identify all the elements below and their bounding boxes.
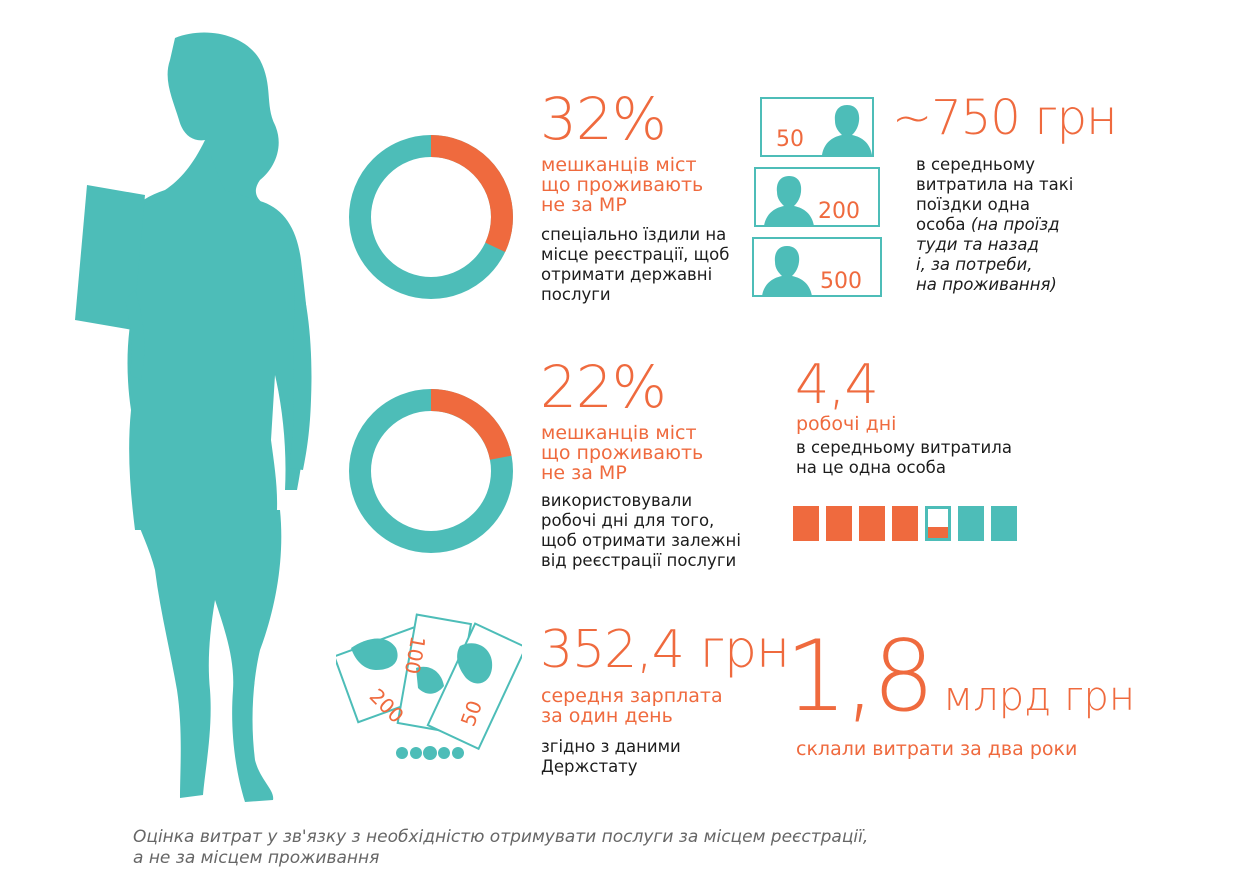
day-square-partial-fill (928, 527, 948, 538)
person-bust-icon (764, 176, 814, 226)
salary-label: середня зарплата за один день (541, 685, 723, 727)
banknote-200: 200 (754, 167, 880, 227)
banknote-50: 50 (760, 97, 874, 157)
salary-value: 352,4 грн (540, 620, 790, 680)
day-square-full (892, 506, 918, 541)
banknotes-icon: 100 200 50 (336, 613, 522, 751)
donut-arc-orange (349, 135, 513, 299)
total-label: склали витрати за два роки (796, 738, 1078, 760)
day-square-empty (991, 506, 1017, 541)
stat2-label: мешканців міст що проживають не за МР (541, 422, 704, 484)
stat1-desc: спеціально їздили на місце реєстрації, щ… (541, 225, 730, 304)
day-square-partial (925, 506, 951, 541)
total-unit: млрд грн (942, 674, 1136, 720)
days-label: робочі дні (796, 413, 897, 435)
coins-icon (396, 746, 464, 760)
banknote-500: 500 (752, 237, 882, 297)
caption: Оцінка витрат у зв'язку з необхідністю о… (133, 827, 869, 868)
salary-desc: згідно з даними Держстату (541, 737, 681, 776)
days-value: 4,4 (795, 353, 879, 416)
total-value: 1,8 (785, 620, 935, 734)
donut-arc-orange (349, 389, 513, 553)
day-square-full (793, 506, 819, 541)
days-desc: в середньому витратила на це одна особа (796, 438, 1012, 477)
stat2-desc: використовували робочі дні для того, щоб… (541, 491, 741, 570)
person-bust-icon (762, 246, 812, 296)
stat1-label: мешканців міст що проживають не за МР (541, 154, 704, 216)
stat2-percent: 22% (540, 353, 667, 421)
donut-chart-32 (349, 135, 513, 299)
total-row: 1,8 млрд грн (785, 628, 1135, 726)
travel-amount: ~750 грн (892, 90, 1118, 146)
day-square-empty (958, 506, 984, 541)
day-square-full (859, 506, 885, 541)
stat1-percent: 32% (540, 85, 667, 153)
travel-desc: в середньому витратила на такі поїздки о… (916, 155, 1074, 294)
donut-chart-22 (349, 389, 513, 553)
day-square-full (826, 506, 852, 541)
woman-silhouette-icon (75, 32, 312, 802)
person-bust-icon (822, 105, 872, 155)
